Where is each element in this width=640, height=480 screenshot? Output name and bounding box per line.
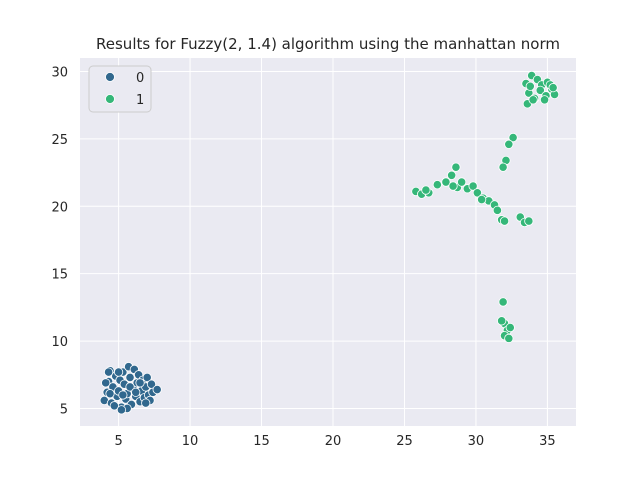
data-point-series-0 xyxy=(109,401,119,411)
x-tick-label: 15 xyxy=(253,434,270,449)
data-point-series-1 xyxy=(441,177,451,187)
data-points xyxy=(99,70,560,415)
data-point-series-1 xyxy=(498,297,508,307)
plot-area xyxy=(80,58,576,426)
data-point-series-1 xyxy=(504,333,514,343)
data-point-series-0 xyxy=(113,367,124,377)
data-point-series-0 xyxy=(116,405,127,415)
data-point-series-1 xyxy=(548,83,558,93)
data-point-series-1 xyxy=(472,188,482,198)
y-tick-label: 10 xyxy=(51,335,68,350)
y-tick-label: 20 xyxy=(51,200,68,215)
x-tick-label: 5 xyxy=(114,434,122,449)
data-point-series-0 xyxy=(131,387,141,397)
y-tick-label: 5 xyxy=(60,402,68,417)
legend: 0 1 xyxy=(88,65,152,113)
data-point-series-1 xyxy=(525,81,535,91)
data-point-series-0 xyxy=(125,382,135,392)
data-point-series-1 xyxy=(535,85,545,95)
data-point-series-1 xyxy=(524,216,534,226)
data-point-series-1 xyxy=(432,180,442,190)
data-point-series-1 xyxy=(508,132,518,143)
data-point-series-0 xyxy=(142,372,152,383)
data-point-series-1 xyxy=(451,162,461,172)
legend-box xyxy=(88,65,152,113)
data-point-series-1 xyxy=(457,177,467,187)
x-tick-label: 20 xyxy=(325,434,342,449)
data-point-series-1 xyxy=(505,322,515,333)
data-point-series-0 xyxy=(135,378,145,388)
y-tick-label: 25 xyxy=(51,133,68,148)
chart-title: Results for Fuzzy(2, 1.4) algorithm usin… xyxy=(96,35,560,53)
data-point-series-0 xyxy=(125,372,135,383)
data-point-series-1 xyxy=(497,316,507,326)
legend-marker-1 xyxy=(105,94,115,104)
data-point-series-1 xyxy=(499,216,510,226)
legend-label-1: 1 xyxy=(136,93,144,108)
data-point-series-0 xyxy=(152,385,162,395)
legend-marker-0 xyxy=(105,72,115,82)
data-point-series-1 xyxy=(421,185,431,195)
data-point-series-0 xyxy=(141,398,151,408)
x-tick-label: 30 xyxy=(468,434,485,449)
data-point-series-1 xyxy=(448,181,458,191)
x-tick-label: 25 xyxy=(396,434,413,449)
data-point-series-1 xyxy=(528,95,538,105)
x-tick-label: 10 xyxy=(182,434,199,449)
legend-label-0: 0 xyxy=(136,71,144,86)
data-point-series-1 xyxy=(498,162,508,172)
data-point-series-1 xyxy=(468,181,478,191)
data-point-series-0 xyxy=(118,390,128,400)
x-tick-label: 35 xyxy=(539,434,556,449)
data-point-series-1 xyxy=(492,205,502,215)
y-tick-label: 30 xyxy=(51,65,68,80)
data-point-series-1 xyxy=(504,139,514,149)
data-point-series-1 xyxy=(477,194,487,205)
data-point-series-0 xyxy=(103,367,114,377)
data-point-series-0 xyxy=(101,378,111,388)
data-point-series-1 xyxy=(539,95,550,105)
data-point-series-1 xyxy=(447,170,457,180)
data-point-series-0 xyxy=(105,389,115,399)
y-tick-label: 15 xyxy=(51,268,68,283)
